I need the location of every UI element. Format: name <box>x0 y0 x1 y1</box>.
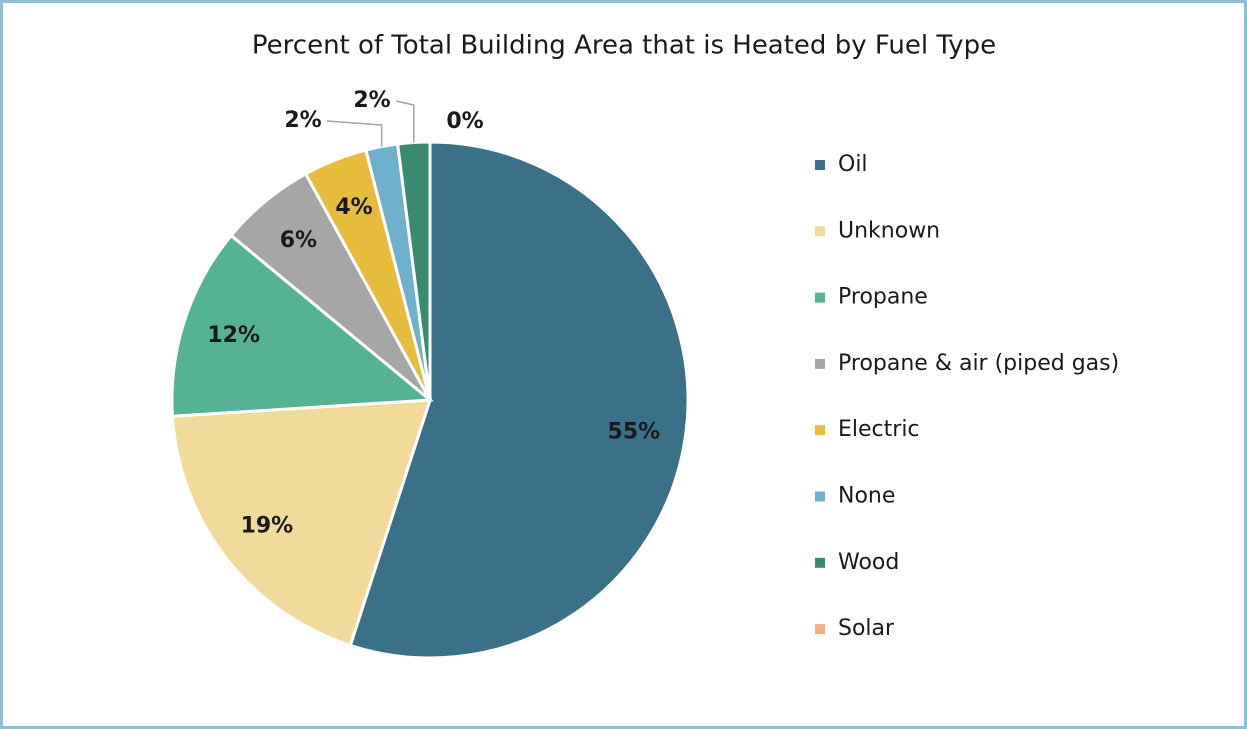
data-label: 19% <box>241 514 294 539</box>
pie-slice <box>170 398 433 648</box>
pie-slice <box>170 233 434 418</box>
legend-swatch <box>815 160 825 170</box>
legend-label: Electric <box>838 417 920 442</box>
data-label: 55% <box>608 419 661 444</box>
legend-swatch <box>815 226 825 237</box>
legend-label: Wood <box>838 550 899 575</box>
legend-label: Propane & air (piped gas) <box>838 351 1119 376</box>
legend-label: None <box>838 484 895 509</box>
legend-swatch <box>815 624 825 635</box>
legend-label: Oil <box>838 152 868 177</box>
pie-slice <box>348 140 690 660</box>
legend-swatch <box>815 557 825 568</box>
legend-label: Unknown <box>838 218 940 243</box>
data-label: 0% <box>446 109 483 134</box>
legend-label: Solar <box>838 616 895 641</box>
data-label: 4% <box>335 195 372 220</box>
legend-swatch <box>815 358 825 369</box>
legend-label: Propane <box>838 285 928 310</box>
legend-swatch <box>815 292 825 303</box>
data-label: 12% <box>207 323 260 348</box>
data-label: 6% <box>280 228 317 253</box>
legend-swatch <box>815 491 825 502</box>
leader-line <box>326 120 383 147</box>
data-label: 2% <box>284 108 321 133</box>
data-label: 2% <box>353 88 390 113</box>
legend-swatch <box>815 425 825 436</box>
chart-title: Percent of Total Building Area that is H… <box>252 31 996 61</box>
leader-line <box>395 100 415 143</box>
